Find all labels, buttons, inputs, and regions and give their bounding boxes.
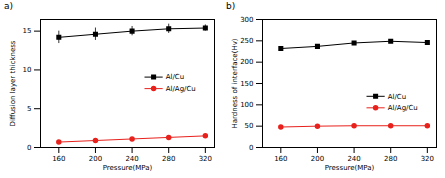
svg-text:Al/Ag/Cu: Al/Ag/Cu [388,104,418,112]
svg-text:160: 160 [52,155,65,163]
svg-text:5: 5 [27,105,31,113]
svg-text:240: 240 [125,155,138,163]
svg-text:300: 300 [240,16,253,24]
svg-text:0: 0 [249,144,253,152]
svg-text:320: 320 [421,155,434,163]
svg-text:200: 200 [311,155,324,163]
svg-text:0: 0 [27,144,31,152]
svg-text:280: 280 [162,155,175,163]
svg-text:150: 150 [240,80,253,88]
svg-text:160: 160 [274,155,287,163]
svg-text:100: 100 [240,101,253,109]
svg-text:280: 280 [384,155,397,163]
svg-text:320: 320 [199,155,212,163]
svg-text:50: 50 [245,122,254,130]
svg-text:Al/Cu: Al/Cu [166,73,184,81]
svg-text:Al/Ag/Cu: Al/Ag/Cu [166,85,196,93]
svg-text:240: 240 [347,155,360,163]
svg-text:10: 10 [23,66,32,74]
svg-text:Pressure(MPa): Pressure(MPa) [103,164,153,172]
html-text:b): b) [226,1,236,11]
svg-text:Al/Cu: Al/Cu [388,93,406,101]
html-text:a): a) [4,1,13,11]
svg-text:200: 200 [89,155,102,163]
svg-text:250: 250 [240,37,253,45]
svg-text:Hardness of interface(Hv): Hardness of interface(Hv) [231,38,239,128]
svg-text:Pressure(MPa): Pressure(MPa) [325,164,375,172]
svg-text:15: 15 [23,27,32,35]
svg-text:200: 200 [240,58,253,66]
svg-text:Diffusion layer thickness: Diffusion layer thickness [9,40,17,126]
